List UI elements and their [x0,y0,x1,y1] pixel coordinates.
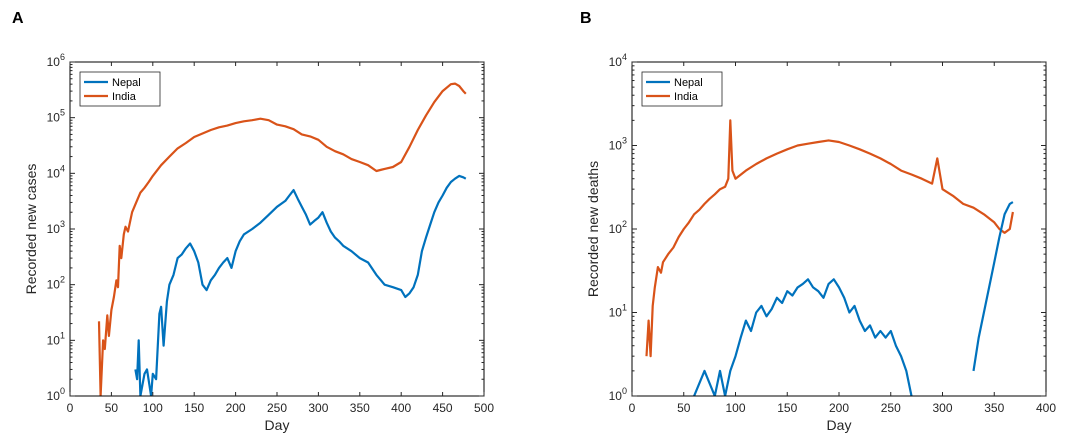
plot-frame [631,61,1047,397]
x-tick-label: 100 [725,401,745,415]
x-tick-label: 250 [267,401,287,415]
y-tick-label: 103 [47,219,65,236]
plot-frame [69,61,485,397]
x-tick-label: 400 [391,401,411,415]
x-axis-label: Day [265,417,290,433]
x-tick-label: 100 [143,401,163,415]
series-line-nepal-1 [693,278,913,396]
legend-box [641,71,723,107]
legend: Nepal India [641,71,723,107]
x-axis-label: Day [827,417,852,433]
x-tick-label: 400 [1036,401,1056,415]
x-tick-label: 0 [67,401,74,415]
series-group [97,82,467,396]
legend-label-nepal: Nepal [112,77,141,89]
y-tick-label: 100 [609,386,627,403]
y-axis-label: Recorded new deaths [585,161,601,297]
panel-a-label: A [12,10,24,27]
series-line-nepal-1 [134,174,467,396]
x-tick-label: 150 [184,401,204,415]
legend: Nepal India [79,71,161,107]
x-tick-label: 350 [984,401,1004,415]
x-tick-label: 300 [932,401,952,415]
panel-b-label: B [580,10,592,27]
series-line-india-0 [97,82,467,396]
x-tick-label: 500 [474,401,494,415]
y-tick-label: 105 [47,108,65,125]
y-tick-label: 104 [609,52,627,69]
x-tick-label: 300 [308,401,328,415]
x-tick-label: 450 [433,401,453,415]
series-line-india-0 [645,119,1014,358]
legend-label-india: India [112,91,137,103]
legend-label-nepal: Nepal [674,77,703,89]
x-tick-label: 150 [777,401,797,415]
legend-label-india: India [674,91,699,103]
x-tick-label: 0 [629,401,636,415]
y-axis-label: Recorded new cases [23,164,39,295]
y-tick-label: 101 [47,330,65,347]
y-tick-label: 102 [609,219,627,236]
y-tick-label: 101 [609,303,627,320]
x-tick-label: 50 [105,401,119,415]
y-tick-label: 103 [609,136,627,153]
y-tick-label: 100 [47,386,65,403]
x-tick-label: 200 [829,401,849,415]
chart-panel-a: 0 50 100 150 200 250 300 350 400 450 500 100 101 102 1… [23,52,494,433]
series-line-nepal-2 [972,201,1014,372]
x-tick-label: 50 [677,401,691,415]
x-tick-label: 350 [350,401,370,415]
y-tick-label: 102 [47,275,65,292]
x-tick-label: 200 [226,401,246,415]
legend-box [79,71,161,107]
x-tick-label: 250 [881,401,901,415]
y-tick-label: 106 [47,52,65,69]
chart-panel-b: 0 50 100 150 200 250 300 350 400 100 101 102 103 104 D… [585,52,1056,433]
series-group [645,119,1014,396]
y-tick-label: 104 [47,163,65,180]
